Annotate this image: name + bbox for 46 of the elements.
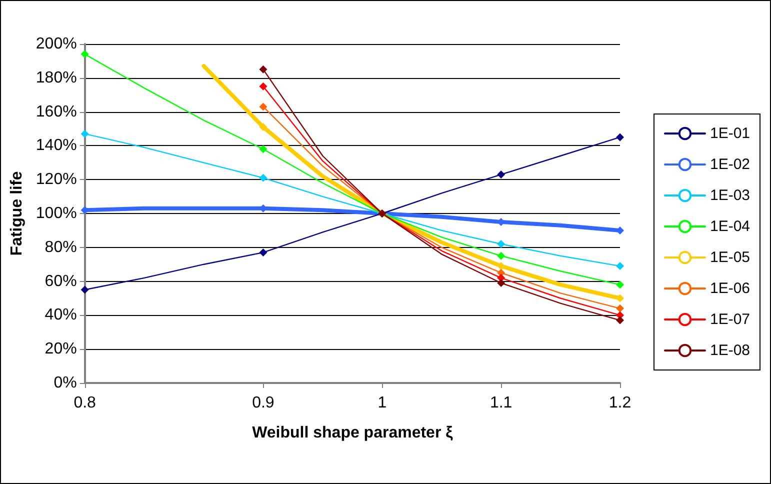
point [259, 65, 268, 74]
x-tick-label: 1.1 [490, 394, 512, 412]
y-tick-label: 120% [36, 171, 77, 188]
y-axis-title: Fatigue life [8, 171, 26, 256]
point [497, 252, 506, 260]
x-tick-label: 1 [378, 394, 387, 412]
y-tick-label: 20% [44, 340, 77, 358]
legend-label: 1E-05 [710, 249, 750, 266]
point [80, 50, 89, 58]
legend-label: 1E-06 [710, 280, 750, 297]
legend-label: 1E-03 [710, 187, 750, 204]
y-tick-label: 140% [36, 137, 77, 154]
y-tick-label: 160% [36, 103, 77, 120]
point [259, 123, 268, 132]
point [497, 278, 506, 287]
x-tick-label: 0.8 [74, 394, 96, 412]
y-tick-label: 180% [36, 69, 77, 86]
point [616, 304, 624, 312]
y-tick-label: 40% [44, 306, 77, 324]
legend-label: 1E-02 [710, 156, 750, 173]
point [616, 262, 624, 270]
point [259, 248, 268, 256]
point [616, 280, 624, 289]
x-tick-label: 1.2 [608, 394, 632, 412]
legend-label: 1E-01 [710, 125, 750, 142]
point [497, 240, 506, 248]
x-axis-title: Weibull shape parameter ξ [252, 424, 454, 442]
point [259, 145, 268, 154]
y-tick-label: 100% [36, 205, 77, 222]
y-tick-label: 0% [54, 374, 77, 392]
point [616, 316, 624, 324]
y-tick-label: 80% [44, 238, 77, 256]
y-tick-label: 200% [36, 36, 77, 52]
point [80, 130, 89, 138]
point [616, 133, 624, 142]
x-tick-label: 0.9 [252, 394, 274, 412]
y-tick-label: 60% [44, 272, 77, 290]
legend-label: 1E-04 [710, 218, 750, 235]
point [259, 82, 268, 90]
point [259, 102, 268, 111]
point [497, 170, 506, 179]
point [80, 286, 89, 294]
point [259, 174, 268, 182]
legend-label: 1E-08 [710, 342, 750, 359]
point [616, 294, 624, 302]
legend-label: 1E-07 [710, 311, 750, 328]
